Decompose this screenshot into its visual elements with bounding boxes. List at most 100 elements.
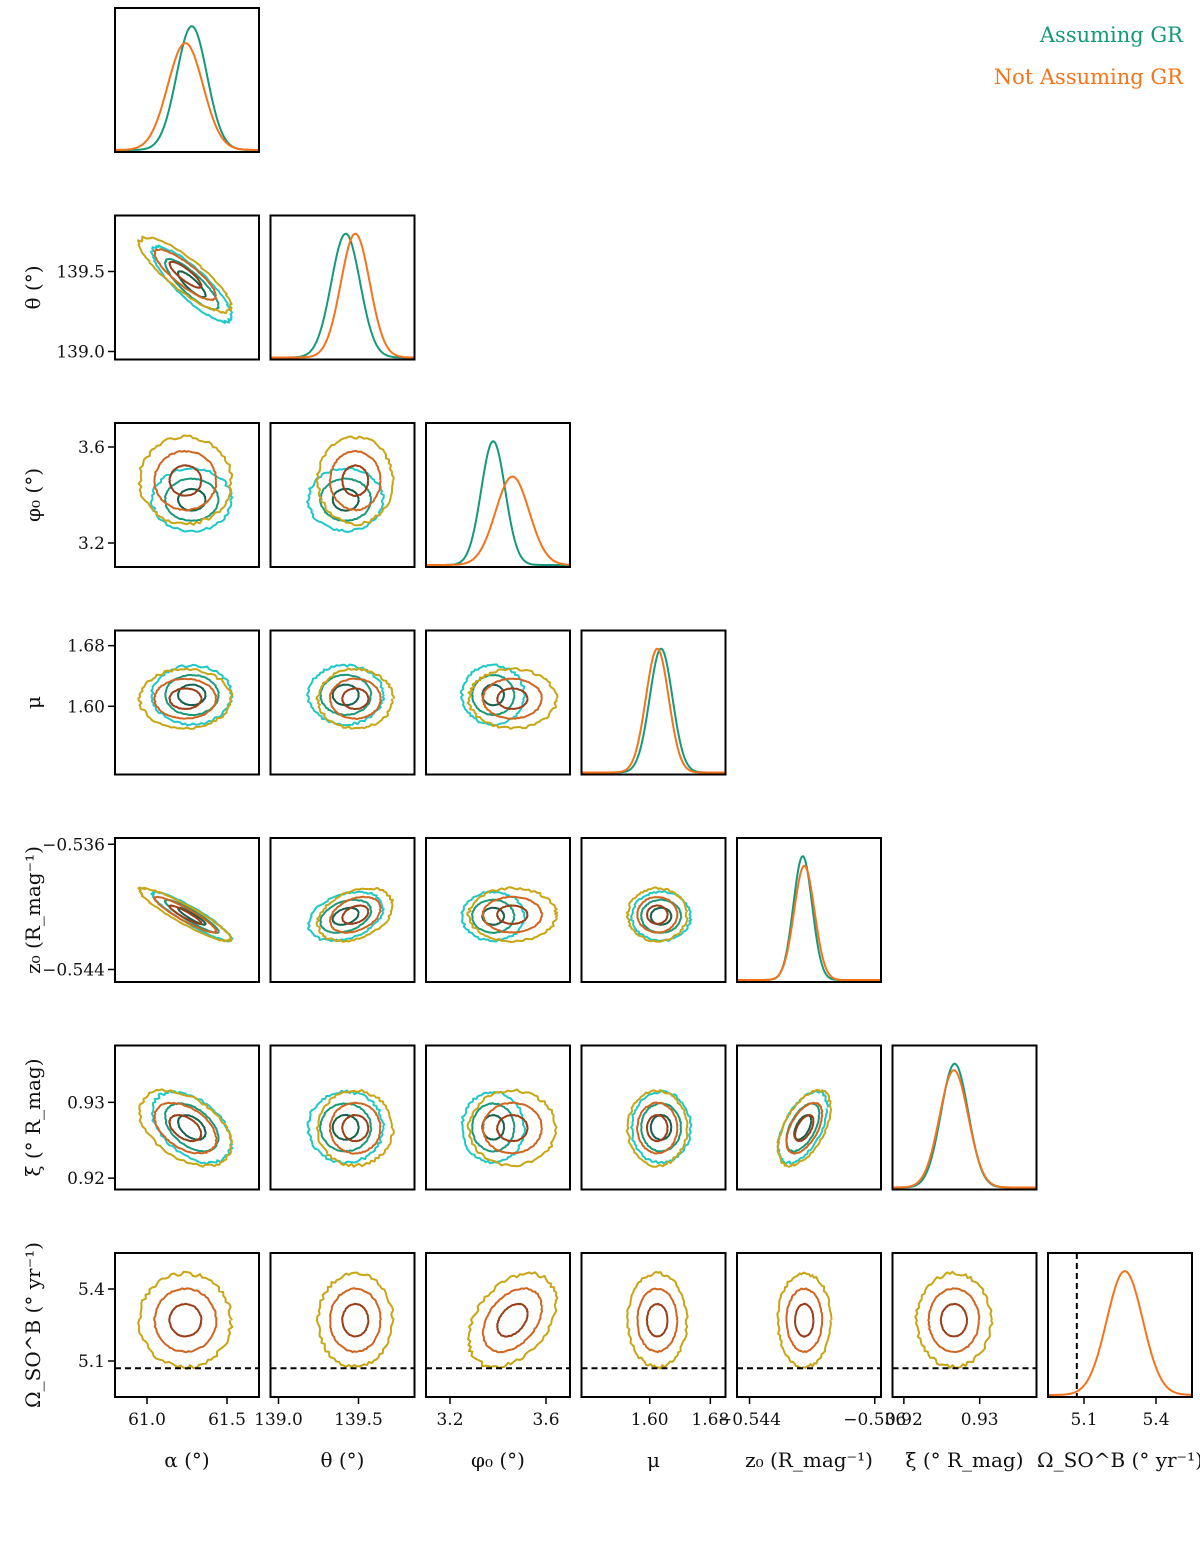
contour-gr-2sigma [163,898,220,934]
panel-frame [736,1044,882,1191]
panel-mu-mu [580,629,727,776]
x-axis-label-z0: z₀ (R_mag⁻¹) [745,1448,873,1472]
panel-frame [425,1252,571,1398]
panel-omega-omega: 5.1 5.4 Ω_SO^B (° yr⁻¹) [1037,1252,1200,1472]
panel-theta-theta [269,214,416,361]
contour-nogr-2sigma [481,1287,544,1354]
y-tick-label: 1.60 [67,697,105,717]
contour-gr-1sigma [306,466,385,533]
contour-nogr-1sigma [315,1271,395,1368]
contour-nogr-1sigma [776,1089,832,1168]
panel-omega-xi: 0.92 0.93 ξ (° R_mag) [885,1252,1038,1472]
marginal-nogr-xi [892,1069,1037,1189]
contour-gr-2sigma [471,673,516,717]
contour-nogr-3sigma [341,904,370,925]
panel-frame [114,837,260,983]
panel-frame [114,629,260,776]
x-tick-label: 3.6 [532,1410,559,1430]
x-tick-label: −0.544 [718,1410,781,1430]
contour-nogr-3sigma [645,1114,669,1143]
contour-nogr-3sigma [341,1114,370,1143]
panel-frame [736,1252,882,1398]
legend: Assuming GR Not Assuming GR [994,23,1184,89]
contour-gr-1sigma [149,467,234,533]
contour-gr-1sigma [460,890,527,943]
contour-nogr-1sigma [914,1270,994,1369]
y-tick-label: −0.536 [42,835,105,855]
x-axis-label-theta: θ (°) [320,1448,364,1472]
contour-nogr-3sigma [168,1114,203,1143]
contour-nogr-2sigma [153,1101,218,1155]
contour-gr-1sigma [306,1089,386,1165]
contour-nogr-3sigma [168,1302,203,1338]
marginal-gr-mu [581,647,726,774]
panel-frame [114,1044,260,1191]
contour-nogr-1sigma [625,1089,689,1168]
panel-xi-mu [580,1044,727,1191]
contour-nogr-1sigma [137,886,233,943]
panel-frame [269,629,416,776]
legend-entry: Assuming GR [1039,23,1184,47]
y-tick-label: 0.93 [67,1093,105,1113]
contour-nogr-1sigma [137,667,234,730]
panel-z0-mu [580,837,727,983]
contour-nogr-3sigma [646,904,669,925]
x-axis-label-xi: ξ (° R_mag) [905,1448,1023,1472]
contour-gr-2sigma [471,898,516,934]
panel-z0-phi0 [425,837,571,983]
x-tick-label: 0.93 [961,1410,999,1430]
y-tick-label: 5.4 [78,1280,105,1300]
contour-nogr-1sigma [626,1270,689,1370]
contour-nogr-2sigma [481,895,544,934]
contour-nogr-2sigma [636,1101,679,1155]
contour-gr-2sigma [164,477,220,522]
panel-frame [269,1044,416,1191]
panel-frame [114,7,260,153]
panel-omega-mu: 1.60 1.68 μ [580,1252,729,1472]
contour-gr-1sigma [150,1089,234,1165]
x-tick-label: 61.5 [208,1410,246,1430]
marginal-nogr-omega [1048,1270,1192,1396]
x-axis-label-omega: Ω_SO^B (° yr⁻¹) [1037,1448,1200,1472]
y-axis-label-theta: θ (°) [21,265,45,309]
contour-nogr-2sigma [481,677,544,720]
marginal-nogr-alpha [115,42,259,151]
contour-nogr-2sigma [329,895,382,934]
contour-nogr-3sigma [496,904,529,925]
contour-nogr-3sigma [341,464,370,497]
contour-nogr-3sigma [794,1302,815,1338]
panel-phi0-theta [269,422,416,568]
x-tick-label: 1.60 [631,1410,669,1430]
contour-nogr-2sigma [481,1101,544,1155]
marginal-nogr-theta [270,232,415,359]
panel-frame [580,1252,727,1398]
contour-gr-2sigma [319,477,372,522]
contour-nogr-3sigma [341,1302,370,1338]
contour-nogr-1sigma [138,1088,233,1168]
contour-nogr-2sigma [328,1101,382,1155]
marginal-gr-theta [270,232,415,359]
panel-frame [891,1044,1038,1191]
y-tick-label: 139.5 [56,263,105,283]
panel-xi-alpha: 0.92 0.93 ξ (° R_mag) [21,1044,260,1191]
x-tick-label: 139.5 [334,1410,383,1430]
y-tick-label: 1.68 [67,637,105,657]
legend-entry: Not Assuming GR [994,65,1184,89]
panel-frame [580,837,727,983]
y-tick-label: 3.2 [78,534,105,554]
y-tick-label: 0.92 [67,1169,105,1189]
x-tick-label: 5.4 [1142,1410,1169,1430]
contour-gr-2sigma [164,1102,220,1153]
panel-frame [425,837,571,983]
contour-nogr-3sigma [168,464,203,497]
x-tick-label: 139.0 [254,1410,303,1430]
panel-frame [425,629,571,776]
contour-nogr-3sigma [168,687,203,710]
contour-nogr-3sigma [496,1302,529,1338]
contour-gr-2sigma [319,673,373,717]
contour-nogr-3sigma [496,687,529,710]
panel-omega-theta: 139.0 139.5 θ (°) [254,1252,416,1472]
contour-nogr-1sigma [466,1088,558,1168]
